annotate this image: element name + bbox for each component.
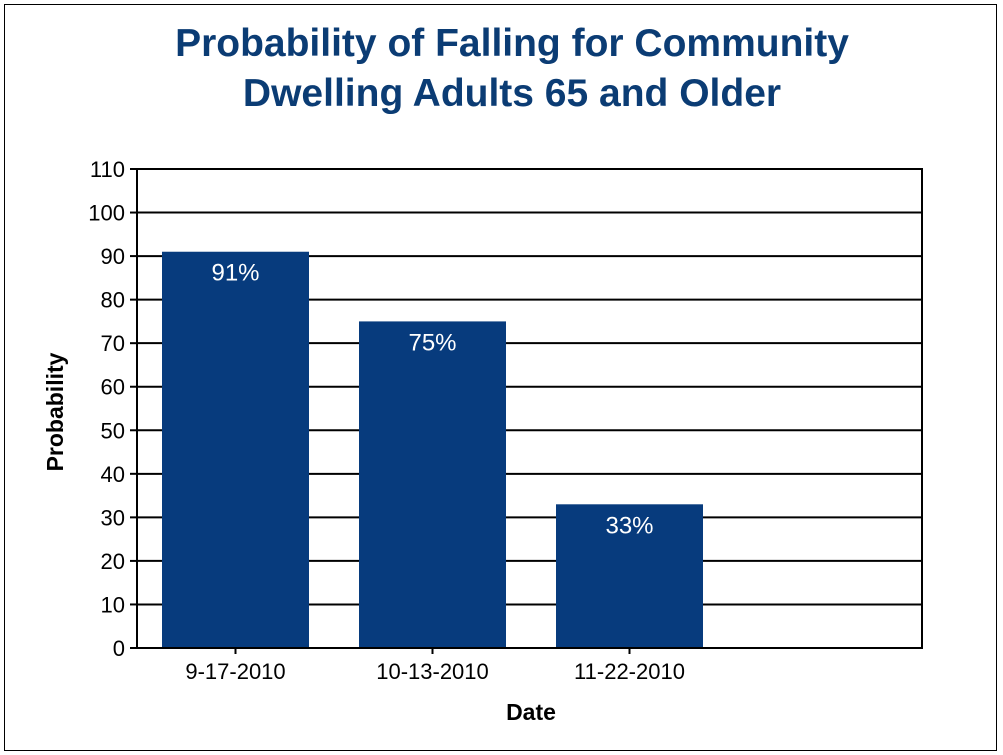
y-tick-label: 20 <box>101 549 125 574</box>
y-tick-label: 50 <box>101 418 125 443</box>
plot-area-border <box>136 168 923 649</box>
chart-title-line-2: Dwelling Adults 65 and Older <box>243 72 781 115</box>
y-tick-label: 70 <box>101 331 125 356</box>
y-tick-label: 40 <box>101 462 125 487</box>
bar-value-label: 75% <box>408 329 456 356</box>
y-tick-label: 30 <box>101 505 125 530</box>
y-axis-label: Probability <box>42 352 68 471</box>
y-tick-label: 80 <box>101 288 125 313</box>
y-tick-label: 10 <box>101 592 125 617</box>
y-tick-label: 60 <box>101 375 125 400</box>
y-tick-label: 90 <box>101 244 125 269</box>
bar <box>556 504 703 648</box>
chart-title-line-1: Probability of Falling for Community <box>175 22 849 65</box>
y-tick-label: 100 <box>88 201 125 226</box>
x-axis-label: Date <box>506 699 556 725</box>
bars <box>162 251 703 648</box>
bar-labels: 91% 75% 33% <box>211 260 653 540</box>
y-tick-label: 0 <box>113 636 125 661</box>
y-tick-label: 110 <box>90 157 125 182</box>
y-axis-ticks: 0 10 20 30 40 50 60 70 80 90 100 110 <box>88 157 137 661</box>
bar-value-label: 33% <box>605 512 653 539</box>
x-axis-ticks: 9-17-2010 10-13-2010 11-22-2010 <box>185 648 685 684</box>
bar <box>359 321 506 648</box>
bar-value-label: 91% <box>211 260 259 287</box>
x-tick-label: 10-13-2010 <box>376 659 489 684</box>
x-tick-label: 9-17-2010 <box>185 659 285 684</box>
bar <box>162 251 309 648</box>
x-tick-label: 11-22-2010 <box>574 659 685 684</box>
